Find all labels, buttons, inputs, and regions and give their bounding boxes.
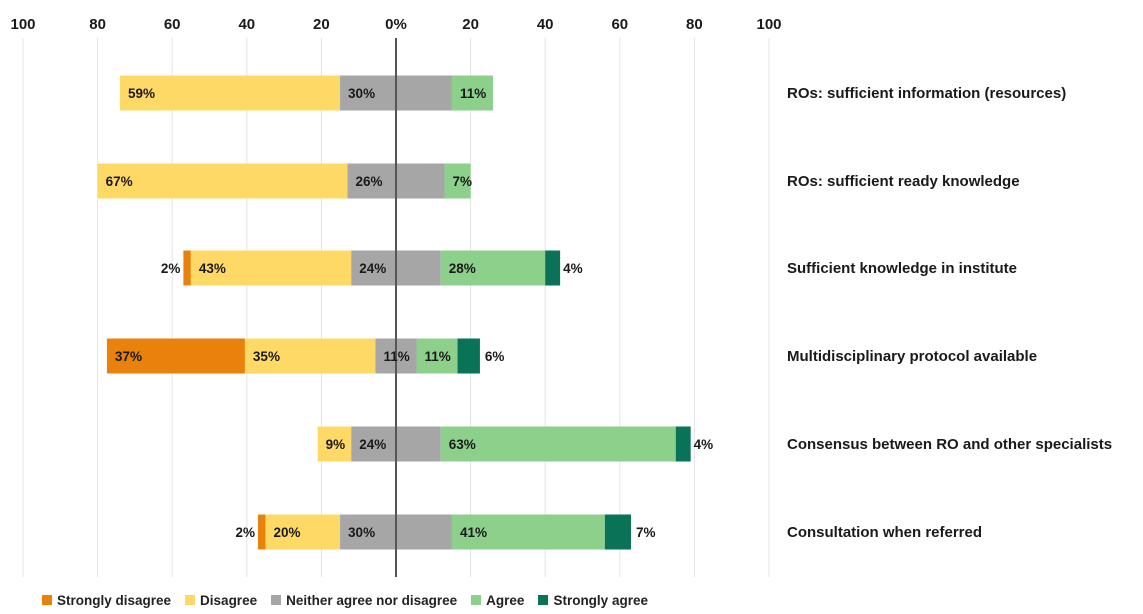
data-label: 28% (449, 261, 476, 276)
data-label: 6% (485, 349, 505, 364)
legend-item-strongly-disagree: Strongly disagree (42, 592, 171, 608)
data-label: 30% (348, 525, 375, 540)
data-label: 24% (359, 261, 386, 276)
data-label: 24% (359, 437, 386, 452)
bar-segment (317, 426, 352, 462)
bar-segment (416, 338, 458, 374)
data-label: 26% (356, 174, 383, 189)
data-labels: 59% 30% 11% 67% 26% 7% 2% 43% 24% 28% 4% 37% 35% 11% 1… (106, 86, 714, 540)
data-label: 59% (128, 86, 155, 101)
data-label: 35% (253, 349, 280, 364)
x-tick-label: 40 (537, 16, 554, 33)
bar-segment (265, 514, 341, 550)
legend-swatch (185, 595, 196, 605)
bar-segment (183, 250, 191, 286)
category-label: Sufficient knowledge in institute (787, 260, 1017, 277)
bar-segment (106, 338, 245, 374)
legend-label: Neither agree nor disagree (286, 592, 458, 608)
data-label: 67% (106, 174, 133, 189)
legend-label: Disagree (200, 592, 258, 608)
legend-swatch (538, 595, 549, 605)
bar-segment (97, 163, 348, 199)
bar-segment (444, 163, 471, 199)
bar-segment (675, 426, 691, 462)
x-tick-label: 20 (462, 16, 479, 33)
x-tick-label: 80 (89, 16, 106, 33)
bar-segment (440, 426, 676, 462)
legend-item-neither: Neither agree nor disagree (271, 592, 457, 608)
data-label: 11% (425, 349, 451, 364)
x-tick-label: 0% (385, 16, 407, 33)
legend-item-strongly-agree: Strongly agree (538, 592, 648, 608)
legend-item-disagree: Disagree (185, 592, 257, 608)
bar-segment (545, 250, 561, 286)
data-label: 7% (636, 525, 656, 540)
x-tick-label: 60 (611, 16, 628, 33)
x-tick-label: 60 (164, 16, 181, 33)
bar-segment (244, 338, 376, 374)
x-tick-label: 20 (313, 16, 330, 33)
data-label: 63% (449, 437, 476, 452)
category-label: Consultation when referred (787, 524, 982, 541)
bar-segment (440, 250, 546, 286)
legend-swatch (271, 595, 282, 605)
data-label: 11% (383, 349, 409, 364)
bar-segment (190, 250, 352, 286)
data-label: 9% (326, 437, 346, 452)
category-label: Consensus between RO and other specialis… (787, 436, 1112, 453)
data-label: 11% (460, 86, 486, 101)
data-label: 20% (273, 525, 300, 540)
data-label: 7% (452, 174, 472, 189)
legend-swatch (471, 595, 482, 605)
bar-segment (257, 514, 266, 550)
category-label: ROs: sufficient ready knowledge (787, 173, 1020, 190)
x-tick-label: 80 (686, 16, 703, 33)
data-label: 43% (199, 261, 226, 276)
legend-item-agree: Agree (471, 592, 524, 608)
legend-label: Strongly agree (553, 592, 648, 608)
x-axis-ticks: 100 80 60 40 20 0% 20 40 60 80 100 (10, 16, 781, 33)
bar-segment (457, 338, 480, 374)
data-label: 4% (694, 437, 714, 452)
category-label: ROs: sufficient information (resources) (787, 85, 1066, 102)
bar-segment (451, 514, 605, 550)
bar-segment (604, 514, 631, 550)
legend-label: Strongly disagree (57, 592, 172, 608)
category-label: Multidisciplinary protocol available (787, 348, 1037, 365)
bar-segment (119, 75, 341, 111)
legend-label: Agree (486, 592, 525, 608)
x-tick-label: 40 (238, 16, 255, 33)
legend: Strongly disagree Disagree Neither agree… (42, 592, 648, 608)
data-label: 2% (161, 261, 181, 276)
bars (97, 75, 691, 550)
x-tick-label: 100 (10, 16, 35, 33)
data-label: 30% (348, 86, 375, 101)
data-label: 2% (235, 525, 255, 540)
data-label: 41% (460, 525, 487, 540)
gridlines (22, 38, 770, 577)
data-label: 37% (115, 349, 142, 364)
legend-swatch (42, 595, 52, 605)
bar-segment (451, 75, 493, 111)
data-label: 4% (563, 261, 583, 276)
category-labels: ROs: sufficient information (resources) R… (787, 85, 1112, 541)
x-tick-label: 100 (756, 16, 781, 33)
